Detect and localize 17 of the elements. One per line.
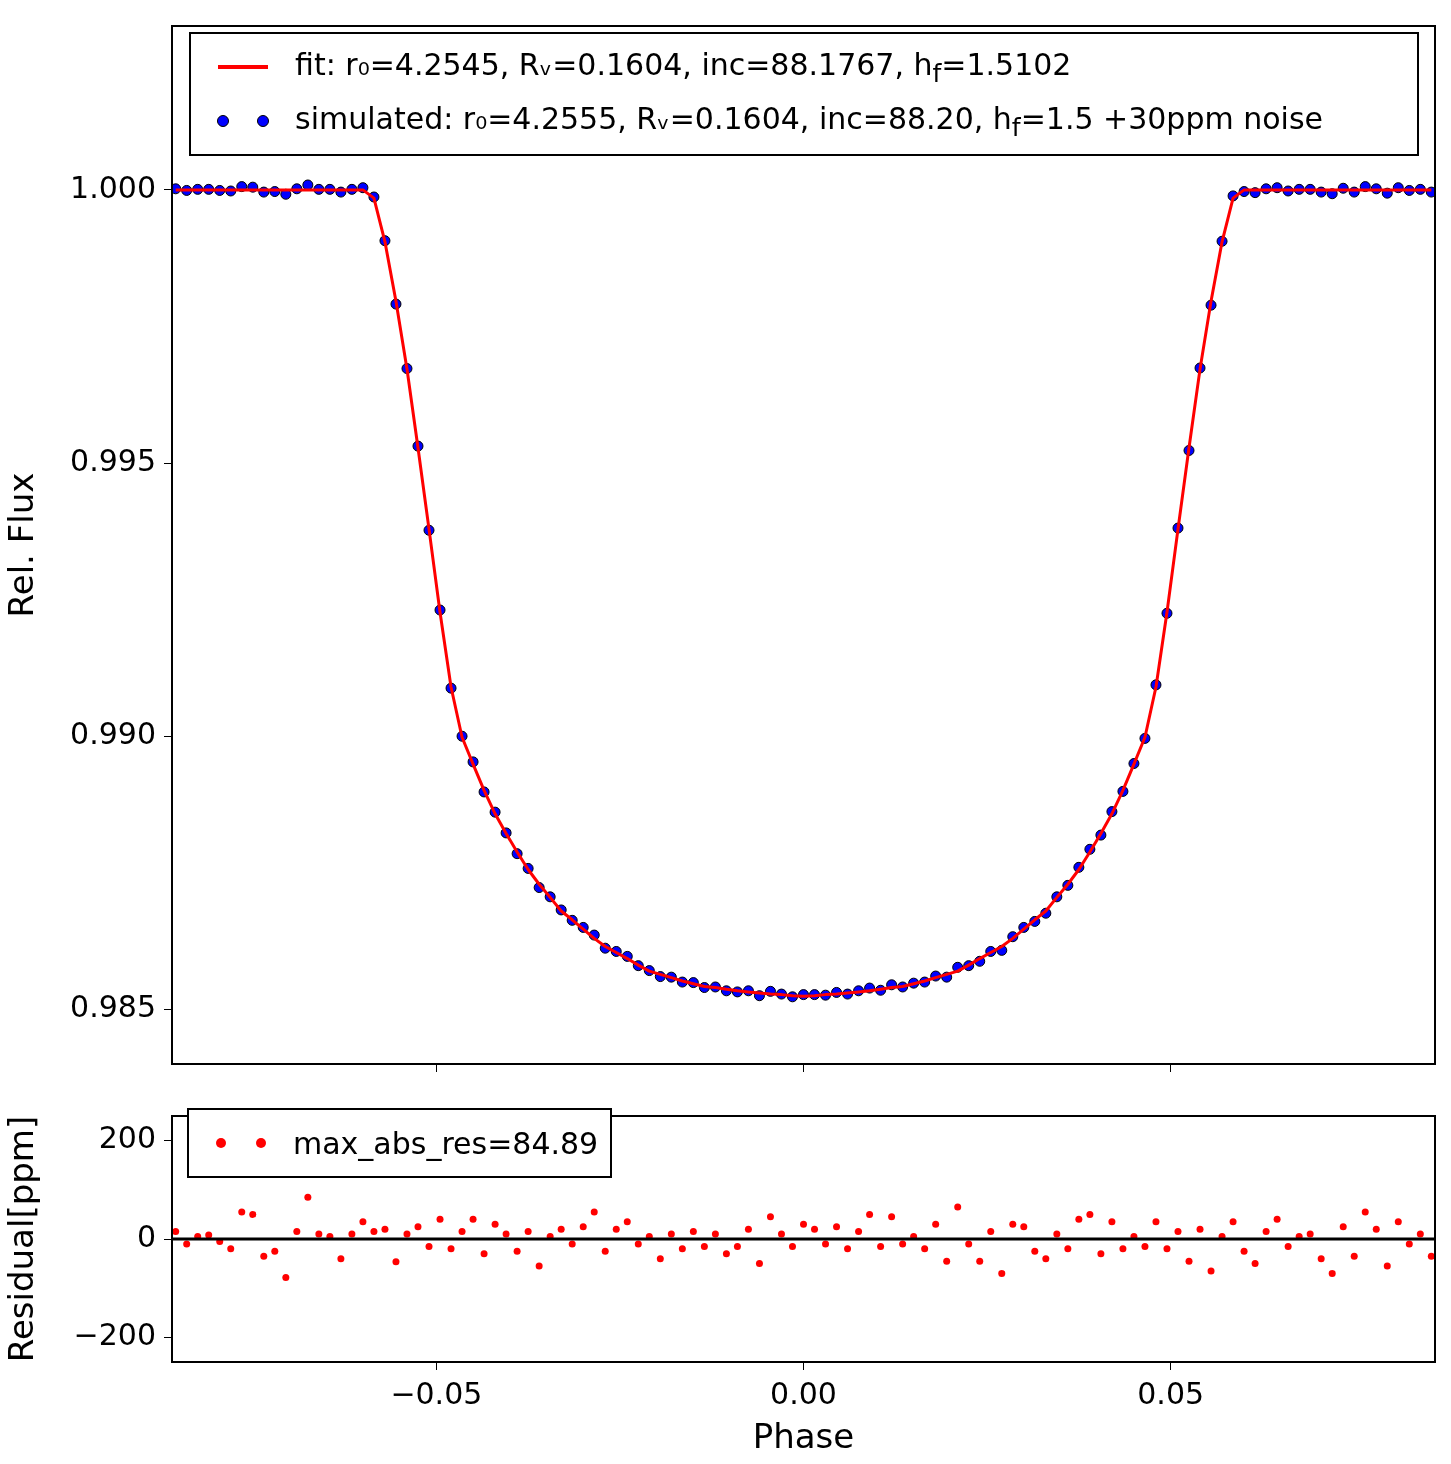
- y-axis-title: Rel. Flux: [1, 472, 42, 618]
- x-tick-label: 0.00: [770, 1375, 837, 1411]
- x-axis-title: Phase: [752, 1416, 855, 1457]
- y-tick-label: 0.985: [70, 989, 156, 1025]
- legend-label: fit: r₀=4.2545, Rᵥ=0.1604, inc=88.1767, h$_{f}$=1.5102: [295, 46, 1072, 88]
- x-tick-label: −0.05: [390, 1375, 483, 1411]
- y-axis-title: Residual[ppm]: [1, 1115, 42, 1363]
- legend-box: max_abs_res=84.89: [187, 1108, 613, 1178]
- y-tick-label: 0.995: [70, 442, 156, 478]
- legend-label: simulated: r₀=4.2555, Rᵥ=0.1604, inc=88.20, h$_{f}$=1.5 +30ppm noise: [295, 100, 1324, 142]
- x-tick-label: 0.05: [1137, 1375, 1205, 1411]
- y-tick-label: 0: [136, 1218, 156, 1254]
- y-tick-label: −200: [73, 1317, 156, 1353]
- y-tick-label: 200: [98, 1120, 156, 1156]
- y-tick-label: 1.000: [70, 169, 156, 205]
- legend-label: max_abs_res=84.89: [293, 1125, 599, 1161]
- y-tick-label: 0.990: [70, 716, 156, 752]
